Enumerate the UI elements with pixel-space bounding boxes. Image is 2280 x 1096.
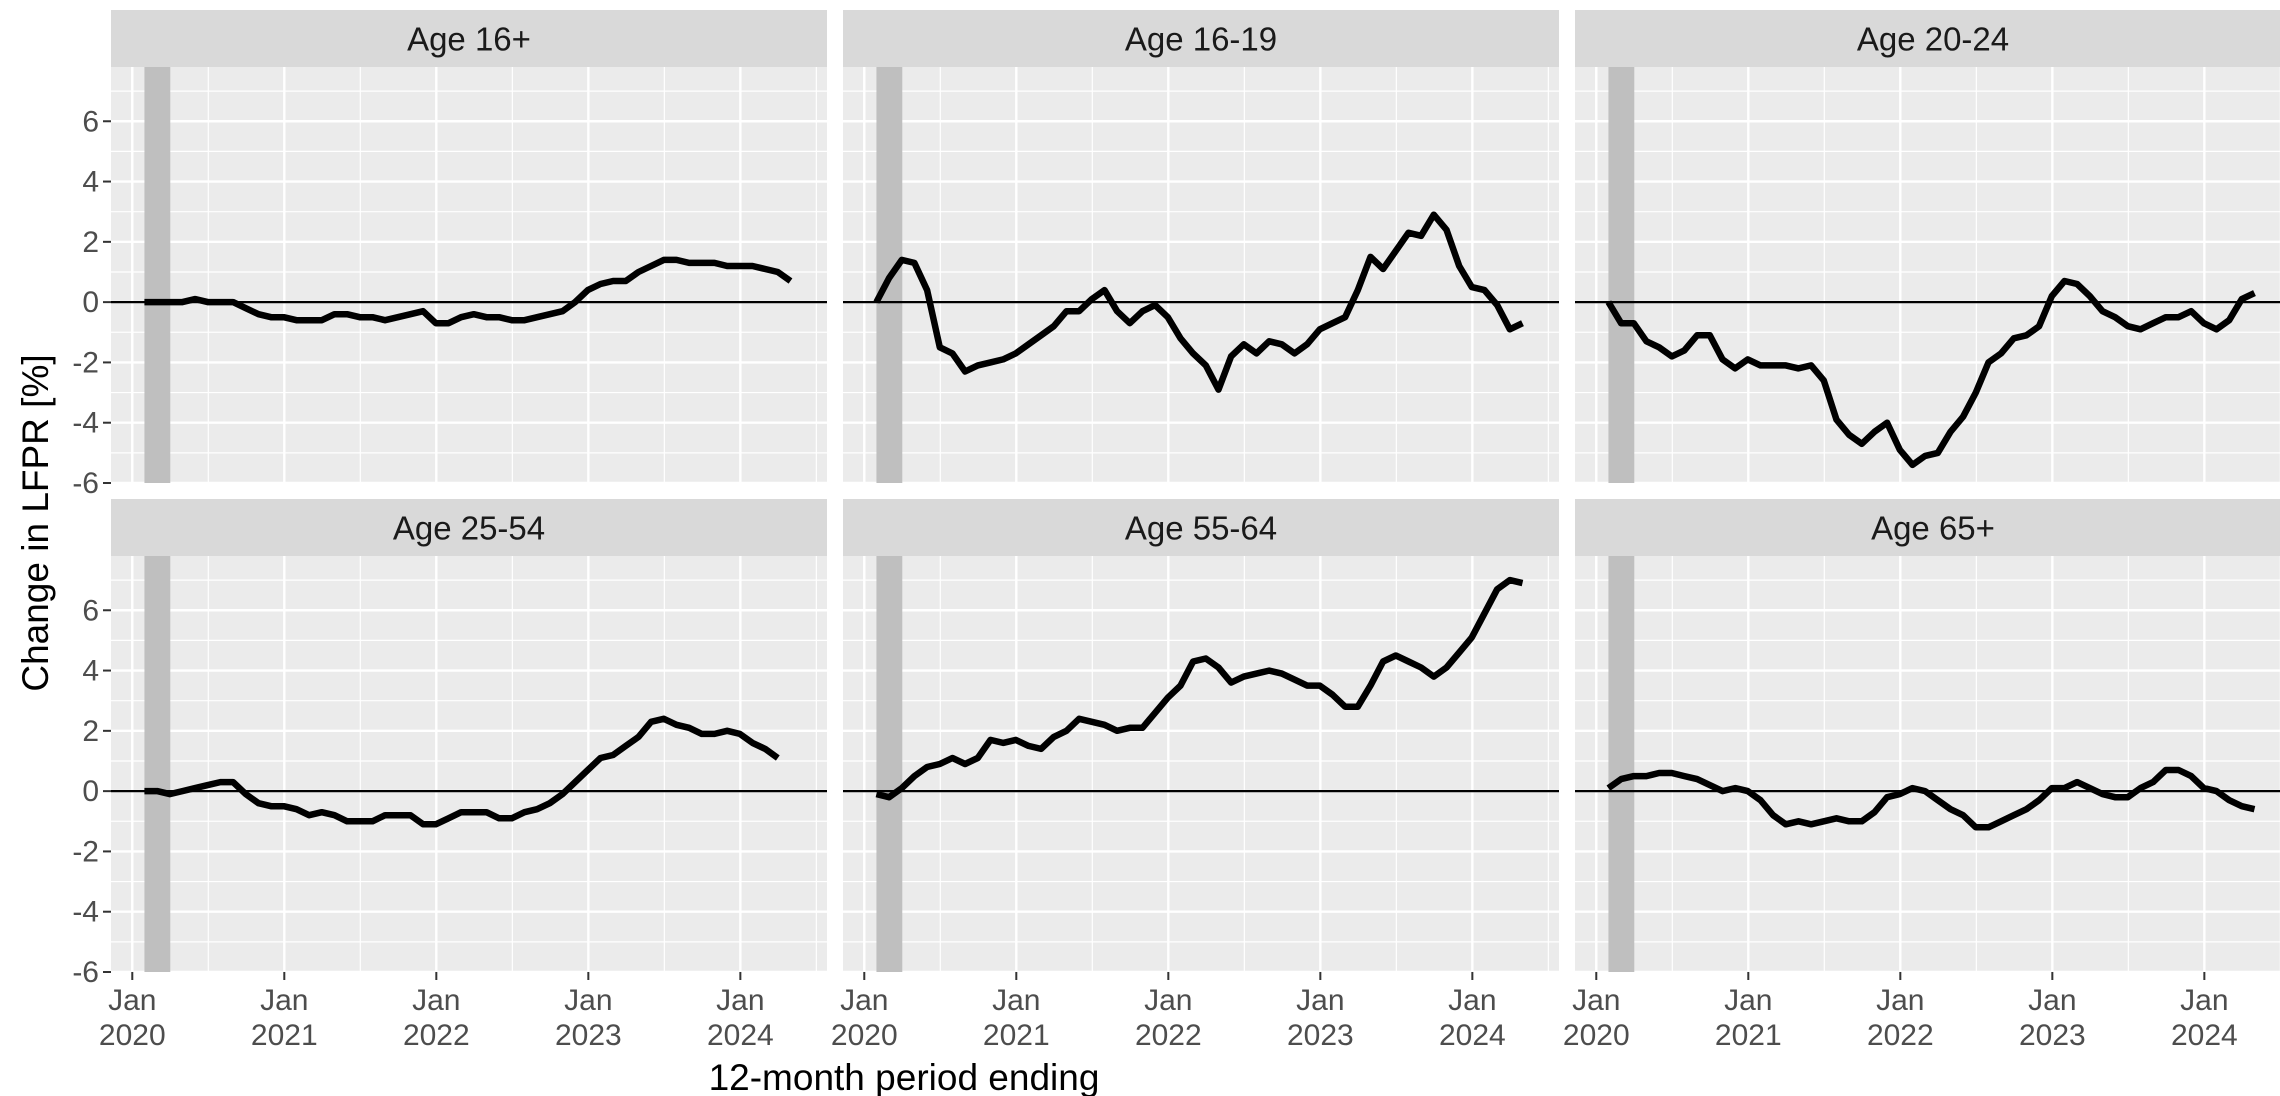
- shaded-band: [144, 67, 171, 483]
- y-axis-title: Change in LFPR [%]: [15, 354, 56, 691]
- x-tick-label-year: 2022: [1867, 1019, 1934, 1052]
- y-tick-label: 0: [82, 286, 99, 319]
- y-axis-layer: -6 -4 -2 0 2 4 6 -6 -4 -2 0 2 4 6: [72, 105, 111, 989]
- x-tick-label-month: Jan: [840, 984, 888, 1017]
- panel-background: [1575, 67, 2280, 483]
- shaded-band: [144, 556, 171, 972]
- x-tick-label-month: Jan: [412, 984, 460, 1017]
- x-tick-label-month: Jan: [108, 984, 156, 1017]
- x-tick-label-year: 2023: [555, 1019, 622, 1052]
- y-tick-label: 6: [82, 594, 99, 627]
- x-tick-label-month: Jan: [2028, 984, 2076, 1017]
- series-line: [875, 576, 1524, 801]
- panel-background: [111, 556, 827, 972]
- series-line: [144, 715, 780, 828]
- shaded-band: [876, 556, 903, 972]
- facet-panel: Age 16-19: [843, 10, 1559, 485]
- x-tick-label-year: 2020: [1563, 1019, 1630, 1052]
- y-tick-label: -6: [72, 956, 99, 989]
- facet-panel: Age 65+: [1575, 499, 2280, 974]
- x-tick-label-year: 2020: [831, 1019, 898, 1052]
- y-tick-label: 2: [82, 226, 99, 259]
- x-tick-label-year: 2022: [1135, 1019, 1202, 1052]
- series-line: [1605, 277, 2256, 469]
- facet-strip-label: Age 16+: [407, 21, 531, 58]
- x-tick-label-month: Jan: [2180, 984, 2228, 1017]
- facet-strip: [1575, 10, 2280, 67]
- x-tick-label-year: 2021: [251, 1019, 318, 1052]
- facet-strip: [843, 10, 1559, 67]
- y-tick-label: -4: [72, 407, 99, 440]
- y-tick-label: 4: [82, 655, 99, 688]
- x-tick-label-year: 2024: [2171, 1019, 2238, 1052]
- facet-panel: Age 25-54: [111, 499, 827, 974]
- x-tick-label-month: Jan: [1296, 984, 1344, 1017]
- facet-strip-label: Age 65+: [1871, 510, 1995, 547]
- facet-panel: Age 20-24: [1575, 10, 2280, 485]
- series-line: [873, 211, 1524, 393]
- x-tick-label-year: 2021: [983, 1019, 1050, 1052]
- y-tick-label: 2: [82, 715, 99, 748]
- facet-strip-label: Age 20-24: [1857, 21, 2009, 58]
- x-tick-label-year: 2021: [1715, 1019, 1782, 1052]
- facet-strip: [843, 499, 1559, 556]
- facet-strip-label: Age 55-64: [1125, 510, 1277, 547]
- y-tick-label: 4: [82, 166, 99, 199]
- x-tick-label-month: Jan: [1572, 984, 1620, 1017]
- series-line: [1606, 766, 2256, 831]
- y-tick-label: -4: [72, 896, 99, 929]
- x-axis-title: 12-month period ending: [709, 1057, 1100, 1096]
- y-tick-label: 0: [82, 775, 99, 808]
- panel-background: [111, 67, 827, 483]
- x-tick-label-year: 2024: [707, 1019, 774, 1052]
- x-tick-label-month: Jan: [716, 984, 764, 1017]
- y-tick-label: -6: [72, 467, 99, 500]
- y-tick-label: 6: [82, 105, 99, 138]
- x-tick-label-month: Jan: [260, 984, 308, 1017]
- facet-strip-label: Age 16-19: [1125, 21, 1277, 58]
- x-tick-label-month: Jan: [1724, 984, 1772, 1017]
- facet-panel: Age 16+: [111, 10, 827, 485]
- x-tick-label-month: Jan: [564, 984, 612, 1017]
- facet-panel: Age 55-64: [843, 499, 1559, 974]
- x-tick-label-year: 2023: [1287, 1019, 1354, 1052]
- shaded-band: [1608, 67, 1635, 483]
- x-tick-label-month: Jan: [1144, 984, 1192, 1017]
- panels-layer: Age 16+ Age 16-19 Age 20-24 Age 25-54 Age 55…: [111, 10, 2280, 974]
- shaded-band: [1608, 556, 1635, 972]
- facet-strip-label: Age 25-54: [393, 510, 545, 547]
- facet-strip: [111, 499, 827, 556]
- x-tick-label-month: Jan: [1448, 984, 1496, 1017]
- panel-background: [843, 556, 1559, 972]
- y-tick-label: -2: [72, 346, 99, 379]
- panel-background: [1575, 556, 2280, 972]
- y-tick-label: -2: [72, 835, 99, 868]
- series-line: [144, 256, 793, 327]
- x-tick-label-year: 2022: [403, 1019, 470, 1052]
- facet-strip: [1575, 499, 2280, 556]
- x-tick-label-month: Jan: [992, 984, 1040, 1017]
- x-tick-label-year: 2024: [1439, 1019, 1506, 1052]
- x-tick-label-year: 2020: [99, 1019, 166, 1052]
- facet-strip: [111, 10, 827, 67]
- x-tick-label-month: Jan: [1876, 984, 1924, 1017]
- panel-background: [843, 67, 1559, 483]
- x-tick-label-year: 2023: [2019, 1019, 2086, 1052]
- x-axis-layer: Jan2020Jan2021Jan2022Jan2023Jan2024Jan20…: [99, 972, 2238, 1052]
